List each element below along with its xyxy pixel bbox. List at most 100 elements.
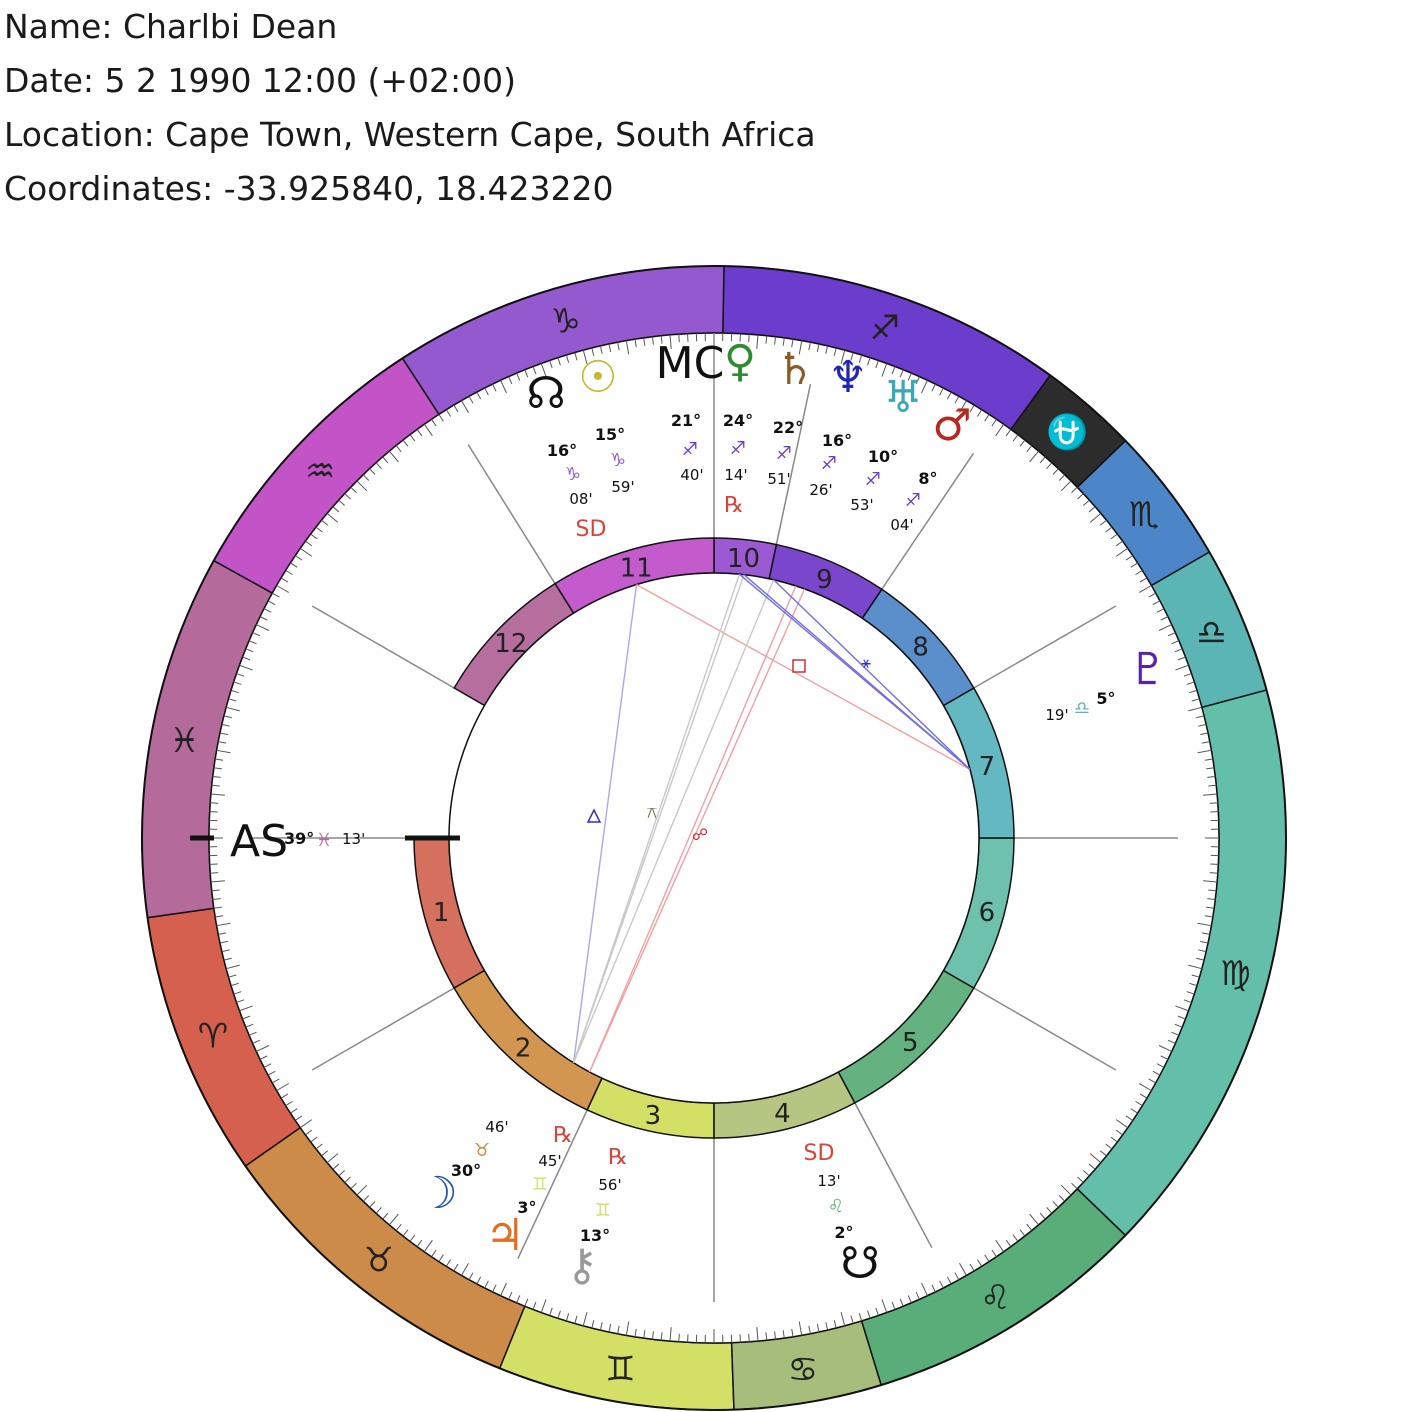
uranus-icon: ♅ [883, 372, 922, 423]
chiron-degree: 13° [580, 1226, 610, 1245]
north-node-icon: ☊ [526, 368, 565, 419]
sagittarius-icon: ♐ [870, 308, 900, 348]
sun-sign-icon: ♑ [610, 450, 626, 471]
house-number-9: 9 [816, 565, 833, 595]
venus-sign-icon: ♐ [730, 438, 746, 459]
svg-text:☍: ☍ [692, 825, 708, 844]
venus-status: ℞ [724, 493, 744, 518]
mars-minutes: 04' [890, 516, 913, 534]
moon-sign-icon: ♉ [474, 1140, 490, 1161]
location-line: Location: Cape Town, Western Cape, South… [4, 115, 816, 154]
planet-moon[interactable]: ☽30°♉ 46' [418, 1118, 508, 1219]
jupiter-minutes: 45' [538, 1152, 561, 1170]
planet-mc[interactable]: MC 21° ♐ 40' [656, 338, 725, 484]
south-node-minutes: 13' [817, 1172, 840, 1190]
house-number-5: 5 [902, 1028, 919, 1058]
house-number-1: 1 [433, 898, 450, 928]
house-number-12: 12 [494, 629, 527, 659]
north-node-minutes: 08' [569, 490, 592, 508]
planet-positions: ☊16°♑08'SD☉15°♑59'MC21°♐40'♀24°♐14'℞♄22°… [418, 336, 1167, 1291]
house-number-6: 6 [979, 898, 996, 928]
aquarius-icon: ♒ [305, 452, 335, 492]
mc-minutes: 40' [680, 466, 703, 484]
planet-pluto[interactable]: ♇ 5° ♎ 19' [1045, 644, 1167, 724]
house-number-2: 2 [515, 1033, 532, 1063]
planet-sun[interactable]: ☉ 15° ♑ 59' [578, 352, 634, 496]
planet-jupiter[interactable]: ♃3° ♊ 45' ℞ [485, 1123, 573, 1261]
planet-saturn[interactable]: ♄ 22° ♐ 51' [767, 344, 814, 488]
north-node-degree: 16° [547, 441, 577, 460]
ascendant-label: AS [230, 816, 288, 867]
chart-info-header: Name: Charlbi Dean Date: 5 2 1990 12:00 … [4, 0, 816, 216]
uranus-minutes: 53' [850, 496, 873, 514]
house-number-11: 11 [620, 553, 653, 583]
pluto-minutes: 19' [1045, 706, 1068, 724]
jupiter-sign-icon: ♊ [532, 1174, 548, 1195]
chiron-icon: ⚷ [566, 1240, 598, 1291]
pisces-icon: ♓ [169, 721, 199, 761]
ascendant-degree: 39° [284, 829, 314, 848]
uranus-sign-icon: ♐ [865, 469, 881, 490]
moon-icon: ☽ [418, 1168, 457, 1219]
planet-south-node[interactable]: ☋2° ♌ 13' SD [804, 1141, 880, 1289]
jupiter-degree: 3° [517, 1198, 536, 1217]
scorpio-icon: ♏ [1129, 495, 1159, 535]
leo-icon: ♌ [980, 1278, 1010, 1318]
neptune-degree: 16° [822, 431, 852, 450]
planet-north-node[interactable]: ☊ 16° ♑ 08' SD [526, 368, 606, 542]
mc-sign-icon: ♐ [682, 439, 698, 460]
mars-icon: ♂ [932, 400, 971, 451]
cancer-icon: ♋ [788, 1350, 818, 1390]
capricorn-icon: ♑ [550, 301, 580, 341]
planet-mars[interactable]: ♂ 8° ♐ 04' [890, 400, 971, 534]
house-cusp-lines [250, 333, 1178, 1302]
moon-minutes: 46' [485, 1118, 508, 1136]
house-number-8: 8 [912, 632, 929, 662]
south-node-degree: 2° [834, 1223, 853, 1242]
north-node-status: SD [576, 517, 607, 542]
south-node-icon: ☋ [840, 1238, 879, 1289]
chiron-status: ℞ [608, 1145, 628, 1170]
planet-neptune[interactable]: ♆ 16° ♐ 26' [809, 352, 867, 499]
planet-chiron[interactable]: ⚷13° ♊ 56' ℞ [566, 1145, 628, 1291]
degree-ticks [209, 333, 1219, 1343]
libra-icon: ♎ [1196, 613, 1226, 653]
neptune-icon: ♆ [828, 352, 867, 403]
venus-degree: 24° [723, 411, 753, 430]
moon-degree: 30° [451, 1161, 481, 1180]
sun-icon: ☉ [578, 352, 617, 403]
house-number-10: 10 [727, 544, 760, 574]
chiron-sign-icon: ♊ [595, 1200, 611, 1221]
saturn-degree: 22° [773, 418, 803, 437]
pluto-degree: 5° [1096, 689, 1115, 708]
chiron-minutes: 56' [598, 1176, 621, 1194]
name-line: Name: Charlbi Dean [4, 7, 338, 46]
jupiter-status: ℞ [553, 1123, 573, 1148]
ascendant-minutes: 13' [342, 830, 365, 848]
mars-degree: 8° [918, 469, 937, 488]
mars-sign-icon: ♐ [905, 490, 921, 511]
svg-text:⚻: ⚻ [647, 803, 658, 822]
uranus-degree: 10° [868, 447, 898, 466]
pluto-sign-icon: ♎ [1074, 698, 1090, 719]
planet-venus[interactable]: ♀ 24° ♐ 14' ℞ [723, 336, 756, 518]
north-node-sign-icon: ♑ [565, 464, 581, 485]
aspect-lines: ☍ ⚻ ⚹ [572, 573, 971, 1073]
south-node-status: SD [804, 1141, 835, 1166]
venus-minutes: 14' [724, 466, 747, 484]
saturn-icon: ♄ [775, 344, 814, 395]
mc-degree: 21° [671, 411, 701, 430]
svg-text:⚹: ⚹ [861, 653, 871, 672]
jupiter-icon: ♃ [485, 1210, 524, 1261]
ascendant-marker: AS 39° ♓ 13' [190, 816, 460, 867]
planet-uranus[interactable]: ♅ 10° ♐ 53' [850, 372, 922, 514]
coordinates-line: Coordinates: -33.925840, 18.423220 [4, 169, 614, 208]
virgo-icon: ♍ [1220, 954, 1250, 994]
mc-icon: MC [656, 338, 725, 389]
house-number-3: 3 [645, 1101, 662, 1131]
ascendant-sign-icon: ♓ [316, 830, 332, 851]
aries-icon: ♈ [198, 1016, 228, 1056]
ophiuchus-icon: ⛎ [1046, 413, 1088, 453]
venus-icon: ♀ [724, 336, 756, 387]
